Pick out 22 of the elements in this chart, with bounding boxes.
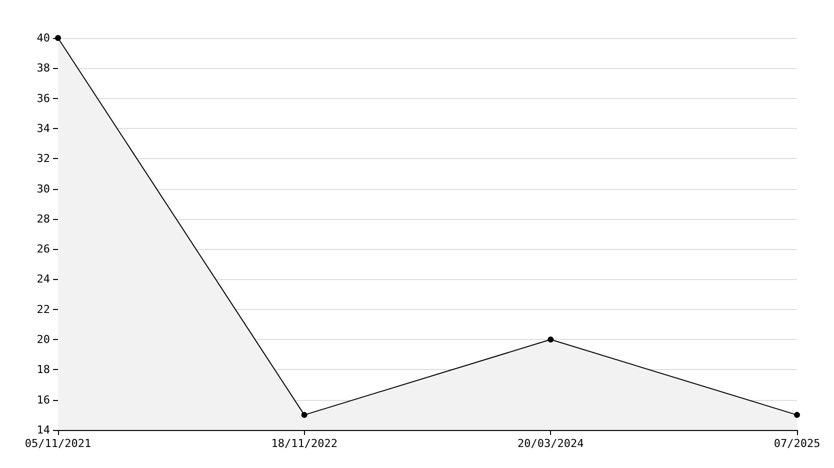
y-tick-label: 16 <box>36 393 50 406</box>
y-tick-label: 38 <box>36 62 50 75</box>
y-tick-label: 40 <box>36 32 50 44</box>
y-tick-label: 30 <box>36 182 50 196</box>
y-tick-label: 28 <box>36 212 50 226</box>
y-tick-label: 34 <box>36 122 50 135</box>
point <box>55 35 61 41</box>
y-tick-label: 36 <box>36 92 50 105</box>
y-tick-label: 32 <box>36 152 50 166</box>
x-tick-label: 18/11/2022 <box>271 437 338 450</box>
y-tick-label: 18 <box>36 363 50 376</box>
y-tick-label: 26 <box>36 242 50 256</box>
y-tick-label: 20 <box>36 333 50 346</box>
y-tick-label: 22 <box>36 302 50 316</box>
x-tick-label: 20/03/2024 <box>518 437 584 450</box>
point <box>794 412 800 418</box>
x-tick-label: 07/2025 <box>774 437 820 450</box>
y-tick-label: 24 <box>36 272 50 286</box>
point <box>301 412 308 418</box>
x-tick-label: 05/11/2021 <box>24 437 92 450</box>
y-tick-label: 14 <box>36 424 50 436</box>
point <box>548 336 554 343</box>
